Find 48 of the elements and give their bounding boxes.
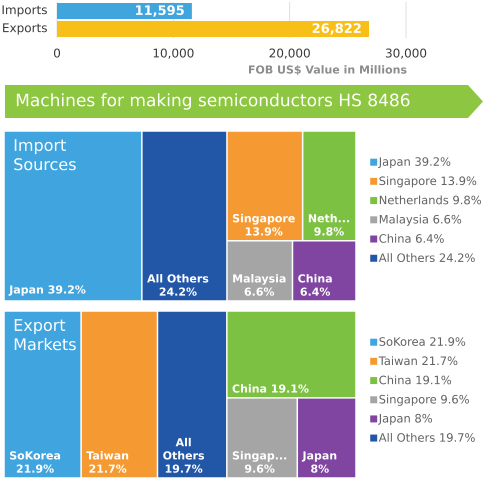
legend-label: All Others 19.7%: [378, 432, 475, 442]
text: Machines for making semiconductors HS 8486: [16, 93, 410, 110]
legend-label: All Others 24.2%: [378, 253, 475, 262]
legend-label: Singapore 9.6%: [379, 394, 469, 406]
category-label: All Others: [147, 274, 208, 283]
data-label: 19.7%: [166, 464, 202, 473]
legend-label: Japan 8%: [378, 414, 432, 425]
data-label: 21.7%: [89, 464, 126, 473]
category-label: Singap...: [232, 451, 286, 462]
category-label: Singapore: [232, 214, 295, 225]
text: Export Markets: [14, 319, 76, 350]
y-tick-label: Imports: [2, 5, 47, 17]
x-tick-label: 10,000: [154, 48, 194, 59]
category-label: Japan: [302, 451, 336, 462]
x-tick-label: 30,000: [386, 48, 426, 59]
data-label: 24.2%: [160, 287, 197, 296]
legend-label: SoKorea 21.9%: [379, 337, 466, 346]
data-label: 26,822: [312, 23, 361, 35]
category-label: China: [298, 274, 332, 283]
legend-label: China 19.1%: [379, 375, 452, 384]
x-tick-label: 20,000: [270, 48, 310, 59]
legend-label: China 6.4%: [379, 234, 444, 243]
x-axis-title: FOB US$ Value in Millions: [248, 65, 406, 76]
data-label: 21.9%: [16, 464, 54, 473]
data-label: 9.8%: [314, 227, 344, 236]
category-label: All Others: [163, 438, 204, 460]
category-label: China: [232, 384, 266, 393]
category-label: Taiwan: [86, 451, 128, 460]
legend-label: Taiwan 21.7%: [378, 356, 458, 366]
data-label: 6.6%: [244, 287, 274, 296]
x-tick-label: 0: [54, 48, 60, 58]
data-label: 19.1%: [272, 384, 309, 393]
legend-label: Singapore 13.9%: [379, 176, 476, 188]
data-label: 6.4%: [300, 287, 330, 296]
legend-label: Japan 39.2%: [378, 157, 450, 168]
text: Import Sources: [14, 139, 76, 170]
y-tick-label: Exports: [3, 23, 47, 35]
category-label: SoKorea: [10, 451, 60, 460]
category-label: Neth...: [308, 214, 350, 222]
data-label: 39.2%: [48, 285, 86, 294]
category-label: Japan: [8, 285, 43, 296]
data-label: 8%: [311, 464, 329, 473]
legend-label: Malaysia 6.6%: [380, 214, 462, 226]
data-label: 9.6%: [244, 464, 275, 473]
data-label: 11,595: [136, 5, 184, 17]
data-label: 13.9%: [246, 227, 282, 236]
category-label: Malaysia: [233, 274, 286, 285]
legend-label: Netherlands 9.8%: [380, 195, 482, 204]
